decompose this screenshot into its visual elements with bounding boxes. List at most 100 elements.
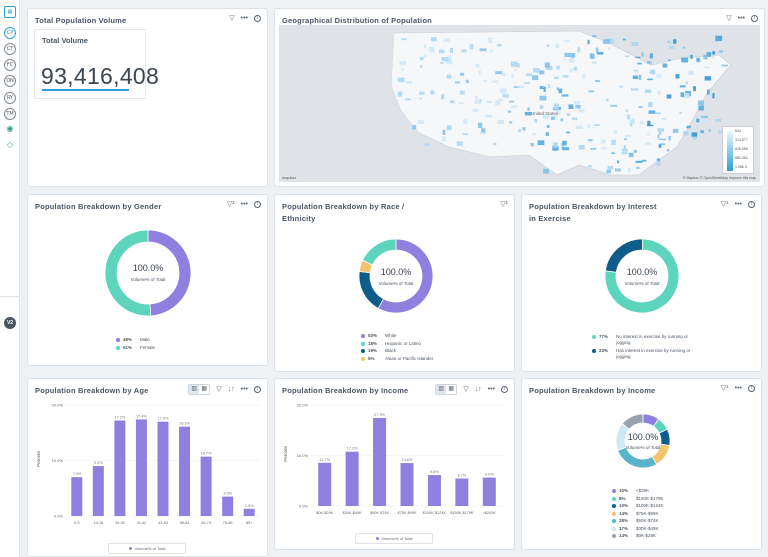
more-icon[interactable]: ••• bbox=[737, 15, 745, 22]
sort-icon[interactable]: ↓↑ bbox=[227, 386, 235, 393]
table-view-icon[interactable]: ▦ bbox=[201, 386, 208, 392]
diamond-icon[interactable]: ◇ bbox=[6, 140, 14, 149]
bar[interactable] bbox=[345, 451, 359, 506]
bar[interactable] bbox=[482, 477, 496, 506]
more-icon[interactable]: ••• bbox=[240, 386, 248, 393]
bar[interactable] bbox=[71, 477, 83, 516]
dn-icon[interactable]: DN bbox=[4, 75, 16, 87]
bar-chart-icon[interactable]: ▥ bbox=[189, 385, 200, 394]
filter-icon[interactable]: ▽ bbox=[229, 15, 235, 22]
more-icon[interactable]: ••• bbox=[734, 201, 742, 208]
legend-item[interactable]: 14% $75K-$99K bbox=[612, 511, 664, 517]
bar[interactable] bbox=[427, 475, 441, 506]
bar[interactable] bbox=[318, 462, 332, 506]
info-icon[interactable]: i bbox=[751, 15, 758, 22]
donut-center-value: 100.0% bbox=[381, 267, 412, 277]
bar[interactable] bbox=[92, 466, 104, 516]
legend-item[interactable]: 10% <$30K bbox=[612, 488, 664, 494]
legend-item[interactable]: 53% White bbox=[361, 333, 433, 339]
density-cell bbox=[638, 106, 643, 109]
bar-value-label: 1.3% bbox=[245, 504, 254, 508]
cp-icon[interactable]: CP bbox=[4, 27, 16, 39]
ry-icon[interactable]: RY bbox=[4, 92, 16, 104]
legend-item[interactable]: 5% Asian or Pacific Islander bbox=[361, 356, 433, 362]
legend-item[interactable]: 51% Female bbox=[116, 345, 155, 351]
version-badge[interactable]: V2 bbox=[4, 317, 16, 329]
info-icon[interactable]: i bbox=[501, 386, 508, 393]
card-title: Population Breakdown by Income bbox=[282, 386, 409, 395]
filter-icon[interactable]: ▽¹ bbox=[226, 201, 235, 208]
bar[interactable] bbox=[200, 456, 212, 516]
bar[interactable] bbox=[179, 426, 191, 516]
legend-item[interactable]: 18% Hispanic or Latino bbox=[361, 341, 433, 347]
view-toggle[interactable]: ▥ ▦ bbox=[188, 384, 211, 395]
bar[interactable] bbox=[222, 496, 234, 516]
filter-icon[interactable]: ▽ bbox=[216, 386, 222, 393]
info-icon[interactable]: i bbox=[748, 201, 755, 208]
legend-swatch bbox=[612, 489, 616, 493]
bar[interactable] bbox=[373, 417, 387, 506]
bar[interactable] bbox=[114, 420, 126, 516]
race-donut[interactable]: 100.0% Volume% of Total bbox=[275, 195, 516, 373]
density-cell bbox=[578, 145, 585, 150]
donut-slice[interactable] bbox=[361, 238, 397, 266]
exercise-donut[interactable]: 100.0% Volume% of Total bbox=[522, 195, 763, 373]
bar-chart-icon[interactable]: ▥ bbox=[436, 385, 447, 394]
filter-icon[interactable]: ▽¹ bbox=[500, 201, 508, 208]
donut-slice[interactable] bbox=[621, 413, 644, 430]
more-icon[interactable]: ••• bbox=[487, 386, 495, 393]
info-icon[interactable]: i bbox=[254, 15, 261, 22]
more-icon[interactable]: ••• bbox=[240, 201, 248, 208]
income-bar-chart[interactable]: 0.0% 16.0% 32.0% 13.7% $0K-$29K 17.2% $30K-$49… bbox=[275, 379, 516, 551]
density-cell bbox=[698, 105, 704, 111]
legend-item[interactable]: 28% $50K-$74K bbox=[612, 518, 664, 524]
y-tick-label: 0.0% bbox=[54, 514, 64, 519]
bar[interactable] bbox=[157, 421, 169, 516]
bar[interactable] bbox=[455, 478, 469, 506]
income-donut[interactable]: 100.0% Volume% of Total bbox=[522, 379, 763, 551]
info-icon[interactable]: i bbox=[254, 386, 261, 393]
filter-icon[interactable]: ▽ bbox=[726, 15, 732, 22]
view-toggle[interactable]: ▥ ▦ bbox=[435, 384, 458, 395]
filter-icon[interactable]: ▽¹ bbox=[720, 385, 729, 392]
density-cell bbox=[703, 54, 708, 60]
filter-icon[interactable]: ▽¹ bbox=[720, 201, 729, 208]
ct-icon[interactable]: CT bbox=[4, 43, 16, 55]
legend-item[interactable]: 19% Black bbox=[361, 348, 433, 354]
legend-label: $75K-$99K bbox=[636, 510, 659, 516]
legend-item[interactable]: 10% $100K-$124K bbox=[612, 503, 664, 509]
table-view-icon[interactable]: ▦ bbox=[448, 386, 455, 392]
bar[interactable] bbox=[243, 508, 255, 516]
legend-item[interactable]: 23% Has interest in exercise by running o… bbox=[592, 348, 702, 360]
eye-icon[interactable]: ◉ bbox=[6, 124, 14, 133]
legend-item[interactable]: 14% $0K-$29K bbox=[612, 533, 664, 539]
us-map[interactable]: United States 634 313,577 626,988 880,38… bbox=[279, 25, 760, 182]
info-icon[interactable]: i bbox=[748, 385, 755, 392]
donut-slice[interactable] bbox=[104, 229, 152, 317]
info-icon[interactable]: i bbox=[254, 201, 261, 208]
kpi-box: Total Volume 93,416,408 bbox=[34, 29, 159, 99]
more-icon[interactable]: ••• bbox=[734, 385, 742, 392]
legend-item[interactable]: 49% Male bbox=[116, 337, 155, 343]
map-attribution[interactable]: © Mapbox © OpenStreetMap Improve this ma… bbox=[682, 176, 756, 180]
chart-legend[interactable]: Volume% of Total bbox=[355, 533, 433, 544]
filter-icon[interactable]: ▽ bbox=[463, 386, 469, 393]
gender-donut[interactable]: 100.0% Volume% of Total bbox=[28, 195, 269, 367]
table-icon[interactable]: ▦ bbox=[4, 6, 16, 18]
donut-slice[interactable] bbox=[617, 446, 658, 469]
bar[interactable] bbox=[400, 463, 414, 506]
fc-icon[interactable]: FC bbox=[4, 59, 16, 71]
tm-icon[interactable]: TM bbox=[4, 108, 16, 120]
age-bar-chart[interactable]: 0.0% 10.0% 20.0% 7.0% 0-9 9.0% 10-18 17.2% 19-30… bbox=[28, 379, 269, 557]
mapbox-logo[interactable]: mapbox bbox=[282, 175, 297, 180]
legend-item[interactable]: 17% $30K-$49K bbox=[612, 526, 664, 532]
more-icon[interactable]: ••• bbox=[240, 15, 248, 22]
legend-item[interactable]: 77% No interest in exercise by running or… bbox=[592, 334, 702, 346]
chart-legend[interactable]: Volume% of Total bbox=[108, 543, 186, 554]
bar[interactable] bbox=[135, 419, 147, 516]
donut-slice[interactable] bbox=[604, 238, 680, 314]
x-tick-label: $0K-$29K bbox=[316, 511, 333, 515]
legend-item[interactable]: 8% $150K-$179K bbox=[612, 496, 664, 502]
density-cell bbox=[561, 94, 569, 97]
sort-icon[interactable]: ↓↑ bbox=[474, 386, 482, 393]
